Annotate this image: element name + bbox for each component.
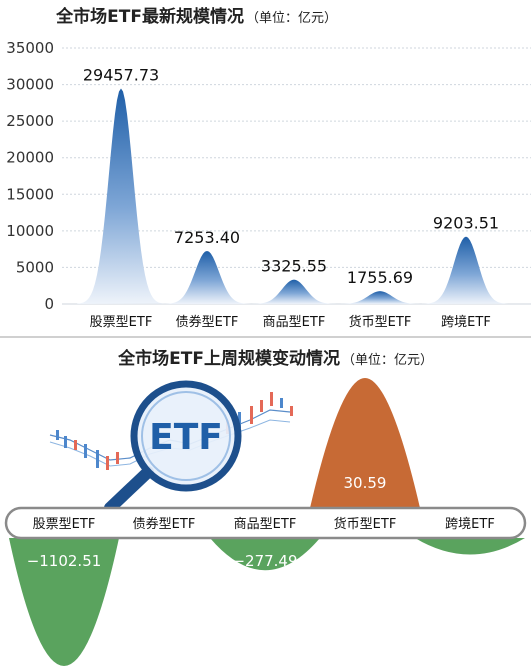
y-tick-label: 20000 xyxy=(6,149,54,167)
section-divider xyxy=(0,336,531,338)
chart1-value-labels: 29457.73 7253.40 3325.55 1755.69 9203.51 xyxy=(83,66,499,288)
chart2-value-labels: −1102.51 −7.56 −277.49 30.59 −142.20 xyxy=(27,474,503,570)
peak-mark xyxy=(250,279,338,304)
category-label: 商品型ETF xyxy=(263,315,326,330)
bar-mark xyxy=(9,538,119,666)
etf-scale-chart: 全市场ETF最新规模情况 （单位：亿元） 0 5000 10000 15000 2000… xyxy=(6,6,531,330)
chart2-unit: （单位：亿元） xyxy=(342,353,433,368)
category-label: 货币型ETF xyxy=(334,516,397,532)
bar-mark xyxy=(415,538,525,555)
chart2-x-axis: 股票型ETF 债券型ETF 商品型ETF 货币型ETF 跨境ETF xyxy=(33,516,495,532)
value-label: 7253.40 xyxy=(174,228,240,247)
peak-mark xyxy=(77,88,165,304)
value-label: 29457.73 xyxy=(83,66,159,85)
category-label: 跨境ETF xyxy=(445,517,495,532)
y-tick-label: 10000 xyxy=(6,222,54,240)
value-label: −7.56 xyxy=(141,552,187,570)
value-label: −142.20 xyxy=(437,552,502,570)
etf-magnifier-illustration: ETF xyxy=(49,380,293,514)
magnifier-etf-text: ETF xyxy=(149,417,223,458)
value-label: 1755.69 xyxy=(347,268,413,287)
value-label: −1102.51 xyxy=(27,552,102,570)
chart1-x-axis: 股票型ETF 债券型ETF 商品型ETF 货币型ETF 跨境ETF xyxy=(90,314,491,330)
chart1-peaks xyxy=(77,88,510,304)
chart1-gridlines xyxy=(62,47,531,305)
category-label: 股票型ETF xyxy=(90,315,153,330)
category-pill xyxy=(4,506,527,540)
y-tick-label: 30000 xyxy=(6,76,54,94)
category-label: 债券型ETF xyxy=(176,314,239,330)
chart1-title: 全市场ETF最新规模情况 xyxy=(55,6,244,27)
value-label: 9203.51 xyxy=(433,214,499,233)
value-label: 30.59 xyxy=(344,474,387,492)
chart1-y-axis: 0 5000 10000 15000 20000 25000 30000 35000 xyxy=(6,39,54,313)
magnifier-handle xyxy=(104,466,154,514)
value-label: 3325.55 xyxy=(261,257,327,276)
peak-mark xyxy=(163,250,251,304)
peak-mark xyxy=(336,291,424,304)
y-tick-label: 15000 xyxy=(6,185,54,203)
y-tick-label: 35000 xyxy=(6,39,54,57)
chart2-title: 全市场ETF上周规模变动情况 xyxy=(117,348,340,369)
bar-mark xyxy=(310,378,420,508)
value-label: −277.49 xyxy=(232,552,297,570)
category-label: 债券型ETF xyxy=(133,516,196,532)
bar-mark xyxy=(210,538,320,571)
category-label: 跨境ETF xyxy=(441,315,491,330)
category-label: 货币型ETF xyxy=(349,314,412,330)
etf-weekly-change-chart: 全市场ETF上周规模变动情况 （单位：亿元） ETF 股票型ETF 债券型ETF 商… xyxy=(4,348,527,666)
chart1-unit: （单位：亿元） xyxy=(246,11,337,26)
y-tick-label: 25000 xyxy=(6,112,54,130)
y-tick-label: 5000 xyxy=(16,258,54,276)
category-label: 商品型ETF xyxy=(234,517,297,532)
category-label: 股票型ETF xyxy=(33,517,96,532)
chart2-bars xyxy=(9,378,525,666)
peak-mark xyxy=(422,236,510,304)
magnifier-lens xyxy=(130,380,242,492)
y-tick-label: 0 xyxy=(44,295,54,313)
